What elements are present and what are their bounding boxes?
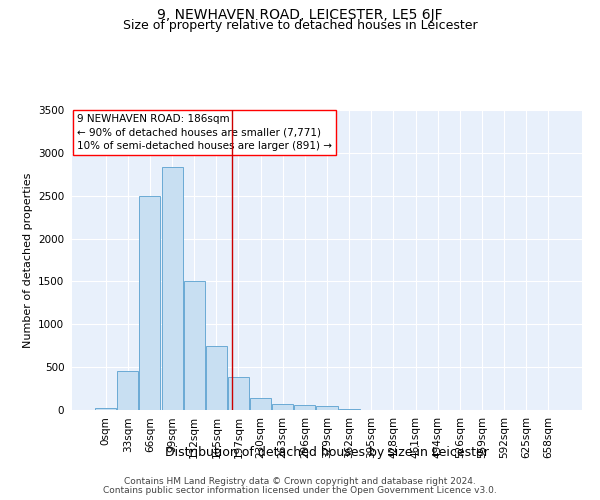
Text: 9, NEWHAVEN ROAD, LEICESTER, LE5 6JF: 9, NEWHAVEN ROAD, LEICESTER, LE5 6JF <box>157 8 443 22</box>
Text: Contains public sector information licensed under the Open Government Licence v3: Contains public sector information licen… <box>103 486 497 495</box>
Bar <box>338 408 359 410</box>
Text: Distribution of detached houses by size in Leicester: Distribution of detached houses by size … <box>165 446 489 459</box>
Bar <box>118 370 139 410</box>
Bar <box>161 168 182 410</box>
Text: 9 NEWHAVEN ROAD: 186sqm
← 90% of detached houses are smaller (7,771)
10% of semi: 9 NEWHAVEN ROAD: 186sqm ← 90% of detache… <box>77 114 332 151</box>
Bar <box>316 406 338 410</box>
Text: Contains HM Land Registry data © Crown copyright and database right 2024.: Contains HM Land Registry data © Crown c… <box>124 477 476 486</box>
Text: Size of property relative to detached houses in Leicester: Size of property relative to detached ho… <box>122 18 478 32</box>
Bar <box>250 398 271 410</box>
Bar <box>184 280 205 410</box>
Bar <box>206 346 227 410</box>
Bar <box>272 404 293 410</box>
Y-axis label: Number of detached properties: Number of detached properties <box>23 172 32 348</box>
Bar <box>228 376 249 410</box>
Bar <box>139 196 160 410</box>
Bar <box>95 408 116 410</box>
Bar <box>295 406 316 410</box>
